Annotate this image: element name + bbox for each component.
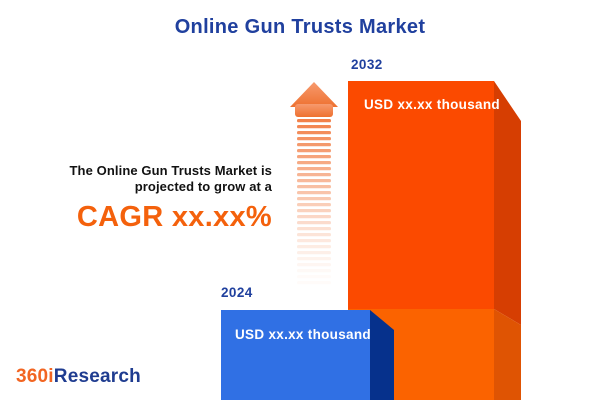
growth-arrow-neck <box>295 104 333 117</box>
growth-arrow-stripe <box>297 269 331 273</box>
growth-arrow-stripe <box>297 125 331 129</box>
growth-arrow-stripe <box>297 275 331 278</box>
bar-2032-front-top <box>348 81 494 309</box>
logo-part-research: Research <box>53 366 141 387</box>
growth-arrow-stripe <box>297 221 331 225</box>
growth-arrow-stripe <box>297 251 331 255</box>
growth-arrow-stripe <box>297 167 331 171</box>
bar-2024-value-label: USD xx.xx thousand <box>235 327 371 342</box>
bar-2032 <box>348 81 521 400</box>
bar-2024 <box>221 310 394 400</box>
growth-arrow-stripe <box>297 137 331 141</box>
growth-arrow-stripe <box>297 215 331 219</box>
growth-arrow-stripe <box>297 119 331 123</box>
growth-arrow-stripe <box>297 203 331 207</box>
growth-arrow-stripe <box>297 173 331 177</box>
growth-arrow-stripe <box>297 143 331 147</box>
promo-block: The Online Gun Trusts Market is projecte… <box>70 163 272 234</box>
growth-arrow-stripe <box>297 155 331 159</box>
growth-arrow-stripe <box>297 239 331 243</box>
bar-2032-value-label: USD xx.xx thousand <box>364 97 500 112</box>
growth-arrow-stripe <box>297 131 331 135</box>
promo-line-2: projected to grow at a <box>134 178 272 194</box>
growth-arrow-stripe <box>297 263 331 267</box>
bar-2024-year-label: 2024 <box>221 285 253 300</box>
growth-arrow-stripe <box>297 209 331 213</box>
growth-arrow-stripe <box>297 179 331 183</box>
growth-arrow-stripe <box>297 281 331 284</box>
cagr-value: CAGR xx.xx% <box>76 201 272 233</box>
growth-arrow-stripe <box>297 185 331 189</box>
company-logo: 360iResearch <box>16 366 141 388</box>
growth-arrow-stripe <box>297 233 331 237</box>
bar-2024-front <box>221 310 370 400</box>
growth-arrow-stripe <box>297 257 331 261</box>
bar-2032-side-top <box>494 81 521 325</box>
growth-arrow-stripe <box>297 149 331 153</box>
growth-arrow-head <box>290 82 338 107</box>
growth-arrow-stripe <box>297 197 331 201</box>
promo-line-1: The Online Gun Trusts Market is <box>69 163 272 178</box>
growth-arrow-icon <box>290 82 338 284</box>
bar-2032-year-label: 2032 <box>351 57 383 72</box>
page-title: Online Gun Trusts Market <box>174 16 426 38</box>
growth-arrow-stripe <box>297 191 331 195</box>
logo-part-360i: 360i <box>16 366 54 387</box>
bar-2032-side-bottom <box>494 309 521 400</box>
bar-2024-side <box>370 310 394 400</box>
growth-arrow-stripe <box>297 227 331 231</box>
growth-arrow-stripe <box>297 161 331 165</box>
growth-arrow-stripe <box>297 245 331 249</box>
growth-arrow-stripes <box>297 119 331 284</box>
